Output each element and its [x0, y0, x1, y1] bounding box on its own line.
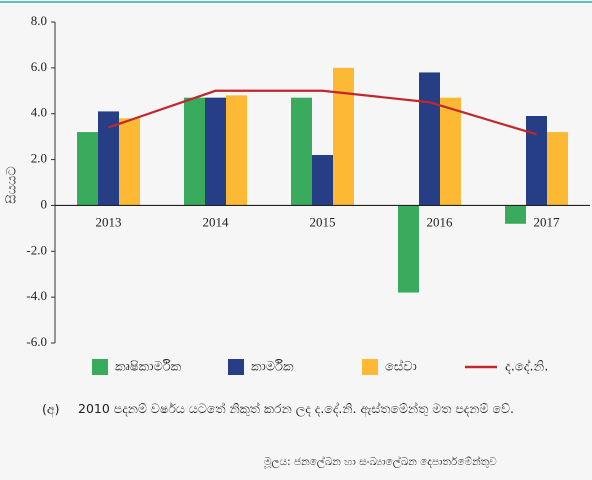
- bar: [419, 72, 440, 206]
- line: [108, 89, 537, 136]
- legend-label: ද.දේ.නි.: [505, 358, 548, 374]
- source: මූලය: ජනලේඛන හා සංඛ්‍යාලේඛන දෙපාර්තමේන්ත…: [264, 454, 498, 469]
- y-tick-label: 8.0: [31, 13, 47, 28]
- y-tick-label: -6.0: [26, 334, 47, 349]
- bar: [77, 132, 98, 206]
- y-tick-label: -4.0: [26, 288, 47, 303]
- bar: [291, 97, 312, 206]
- bar: [184, 97, 205, 206]
- bar: [98, 111, 119, 206]
- bar: [440, 97, 461, 206]
- bar: [547, 132, 568, 206]
- note-box: 2010 පදනම් වර්ෂය යටතේ නිකුත් කරන ලද ද.දේ…: [78, 401, 514, 416]
- y-tick-label: 2.0: [31, 151, 47, 166]
- bar: [398, 205, 419, 293]
- bar: [333, 67, 354, 206]
- y-tick-label: -2.0: [26, 242, 47, 257]
- bar: [119, 118, 140, 206]
- x-tick-label: 2017: [534, 214, 561, 229]
- x-tick-label: 2014: [203, 214, 230, 229]
- note: 2010 පදනම් වර්ෂය යටතේ නිකුත් කරන ලද ද.දේ…: [78, 401, 514, 416]
- y-tick-label: 4.0: [31, 105, 47, 120]
- bar: [526, 116, 547, 206]
- bar: [312, 154, 333, 206]
- bar: [505, 205, 526, 224]
- legend-label: කෘෂිකාර්මික: [115, 359, 182, 375]
- x-tick-label: 2016: [427, 214, 454, 229]
- legend-label: කාර්මික: [251, 359, 294, 375]
- y-tick-label: 0: [41, 196, 48, 211]
- x-tick-label: 2013: [96, 214, 122, 229]
- x-tick-label: 2015: [310, 214, 336, 229]
- legend-swatch: [92, 359, 108, 375]
- y-axis-label: සියයට: [5, 166, 20, 203]
- bar: [226, 95, 247, 206]
- legend-swatch: [228, 359, 244, 375]
- bar: [205, 97, 226, 206]
- legend-label: සේවා: [385, 358, 417, 374]
- y-tick-label: 6.0: [31, 59, 47, 74]
- legend-swatch: [362, 359, 378, 375]
- note-marker: (අ): [42, 402, 59, 418]
